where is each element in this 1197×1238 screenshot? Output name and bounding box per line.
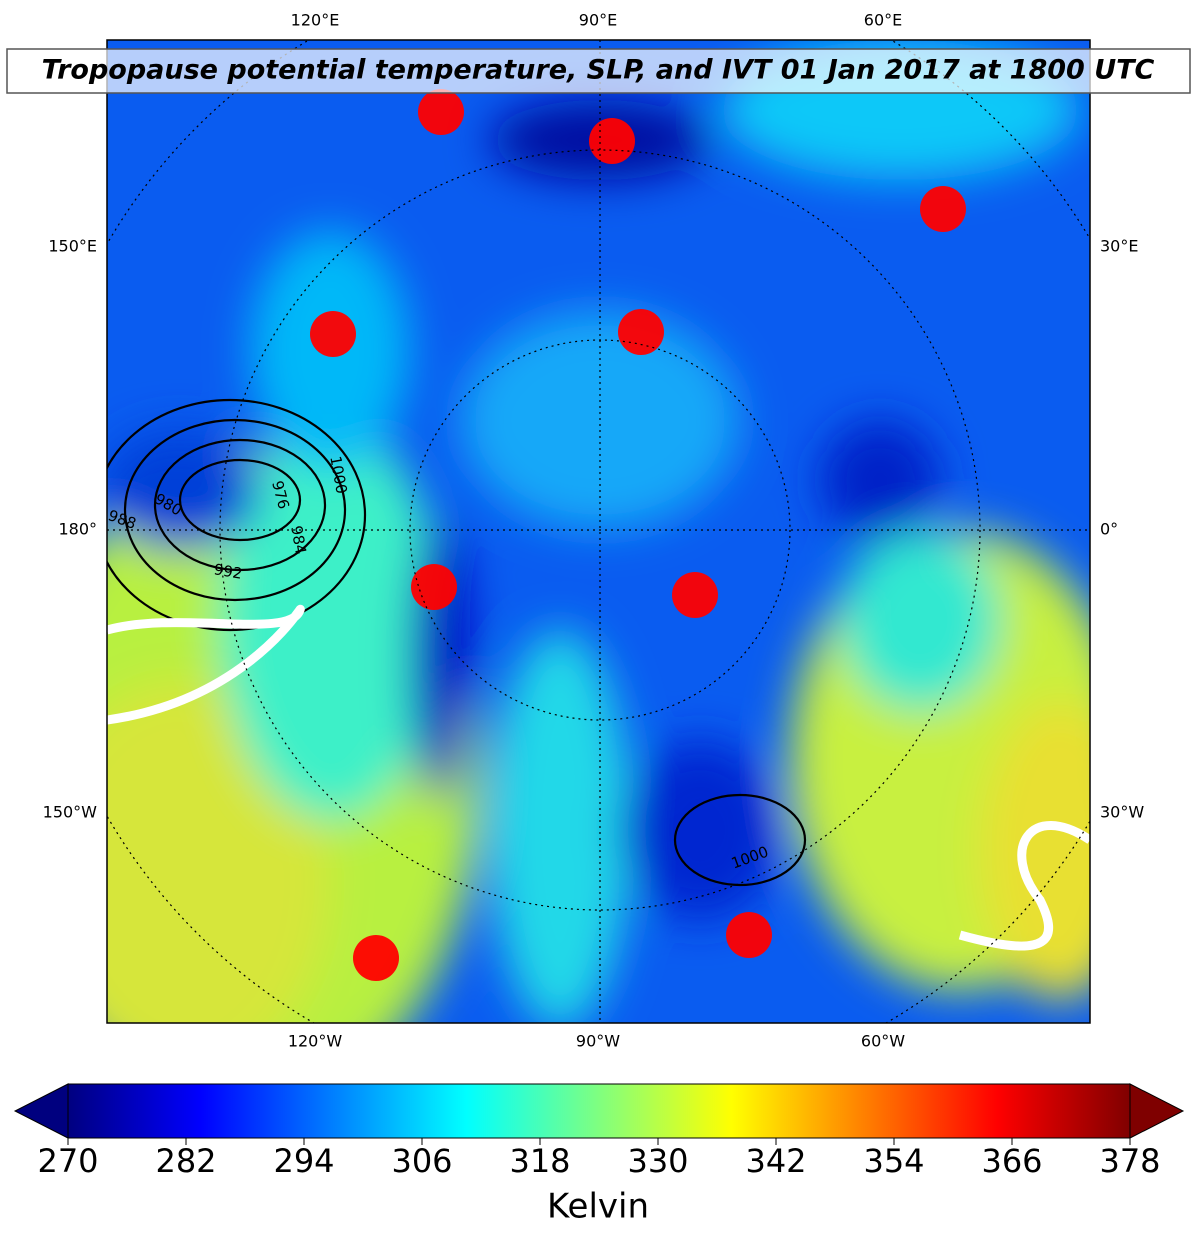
lon-label: 90°W	[576, 1032, 620, 1051]
map-field	[107, 40, 1090, 1023]
title: Tropopause potential temperature, SLP, a…	[42, 55, 1155, 86]
map-frame	[106, 39, 1091, 1024]
lat-label: 30°W	[1100, 803, 1144, 822]
colorbar-tick-label: 342	[745, 1142, 806, 1180]
map-labels: 120°E 120°W 90°E 90°W 60°E 60°W 150°E 30°E 180° 0…	[43, 11, 1145, 1051]
colorbar-tick-label: 294	[273, 1142, 334, 1180]
colorbar-tick-label: 318	[509, 1142, 570, 1180]
colorbar-tick-label: 378	[1099, 1142, 1160, 1180]
contour-label: 992	[212, 560, 243, 583]
colorbar-tick-label: 330	[627, 1142, 688, 1180]
colorbar-extend-low	[13, 1083, 69, 1139]
colorbar-label: Kelvin	[547, 1187, 649, 1227]
title-box	[6, 48, 1191, 94]
colorbar-ramp	[67, 1083, 1131, 1139]
colorbar-tick-label: 282	[155, 1142, 216, 1180]
lon-label: 120°W	[288, 1032, 343, 1051]
colorbar-tick-label: 270	[37, 1142, 98, 1180]
colorbar-tick-label: 366	[981, 1142, 1042, 1180]
lon-label: 120°E	[291, 11, 340, 30]
lon-label: 60°W	[861, 1032, 905, 1051]
lat-label: 0°	[1100, 520, 1118, 539]
lat-label: 30°E	[1100, 237, 1138, 256]
colorbar: 270 282 294 306 318 330 342 354 366 378 Kelvin	[13, 1083, 1185, 1227]
colorbar-tick-label: 354	[863, 1142, 924, 1180]
lat-label: 150°E	[48, 237, 97, 256]
lat-label: 180°	[58, 520, 97, 539]
lon-label: 90°E	[579, 11, 617, 30]
lon-label: 60°E	[864, 11, 902, 30]
colorbar-extend-high	[1129, 1083, 1185, 1139]
lat-label: 150°W	[43, 803, 98, 822]
colorbar-tick-label: 306	[391, 1142, 452, 1180]
contour-label: 984	[287, 524, 310, 555]
